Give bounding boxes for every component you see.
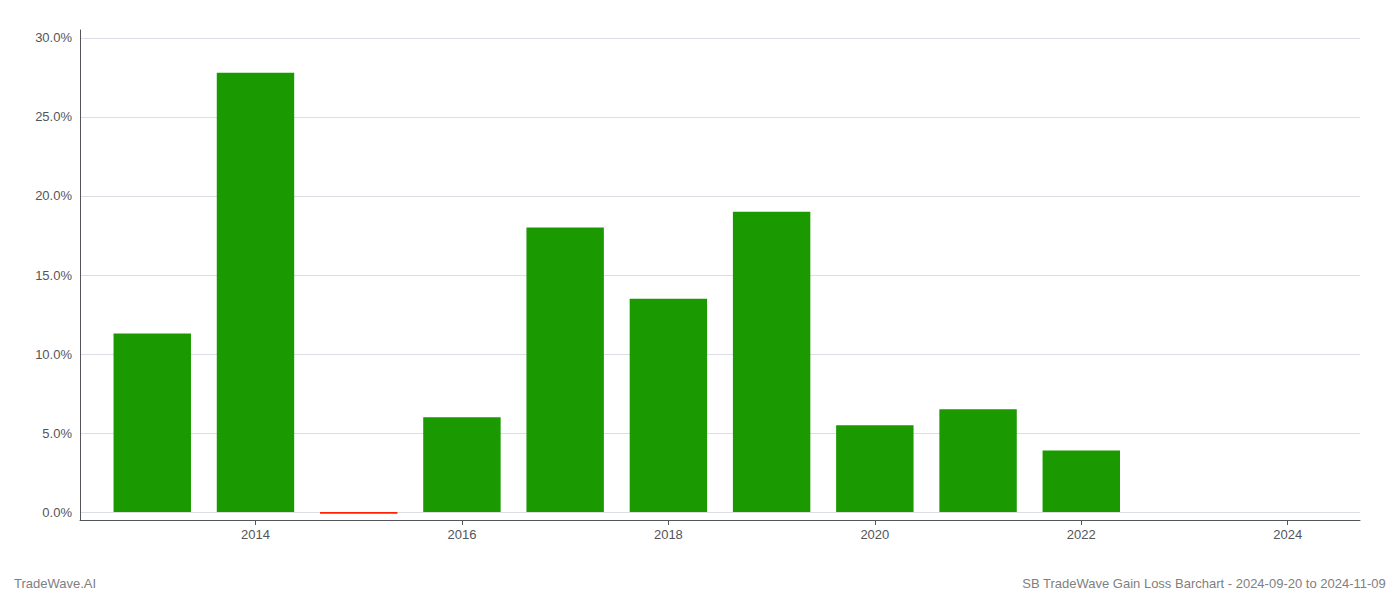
svg-text:2020: 2020: [860, 527, 889, 542]
svg-text:5.0%: 5.0%: [42, 426, 72, 441]
svg-text:TradeWave.AI: TradeWave.AI: [14, 576, 96, 591]
svg-text:15.0%: 15.0%: [35, 268, 72, 283]
svg-text:30.0%: 30.0%: [35, 30, 72, 45]
svg-text:2014: 2014: [241, 527, 270, 542]
svg-text:10.0%: 10.0%: [35, 347, 72, 362]
svg-text:25.0%: 25.0%: [35, 109, 72, 124]
svg-text:2016: 2016: [447, 527, 476, 542]
svg-text:20.0%: 20.0%: [35, 188, 72, 203]
svg-text:2018: 2018: [654, 527, 683, 542]
svg-text:2024: 2024: [1273, 527, 1302, 542]
svg-text:2022: 2022: [1067, 527, 1096, 542]
svg-text:SB TradeWave Gain Loss Barchar: SB TradeWave Gain Loss Barchart - 2024-0…: [1022, 576, 1385, 591]
svg-text:0.0%: 0.0%: [42, 505, 72, 520]
